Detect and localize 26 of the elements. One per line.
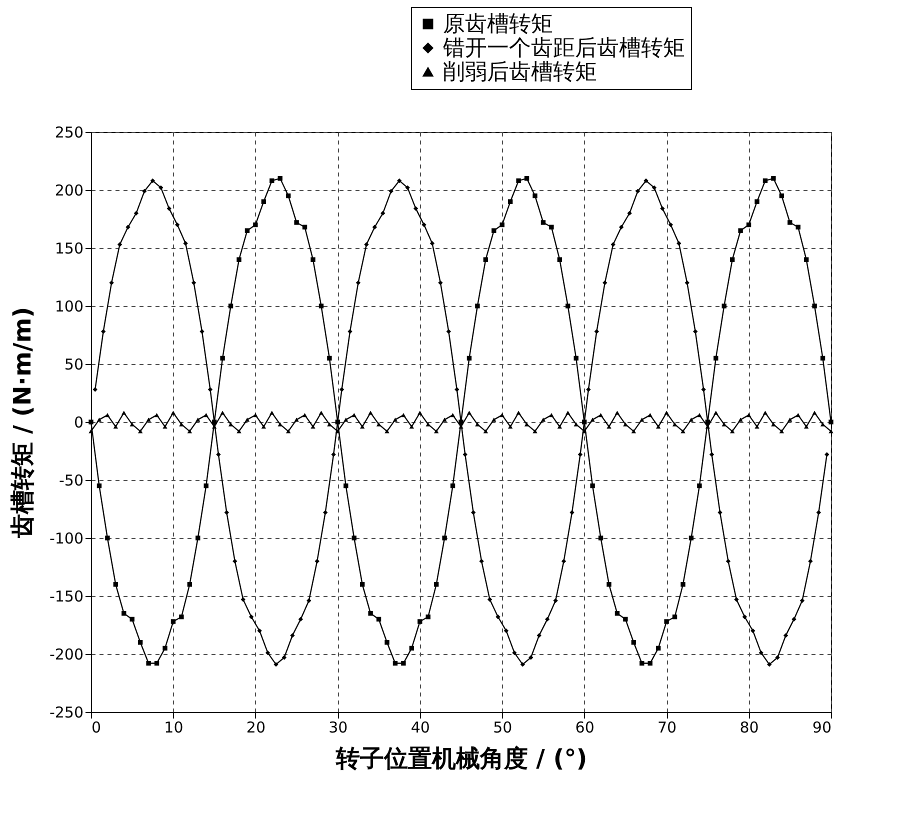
x-tick-label: 20	[246, 718, 266, 736]
x-tick-label: 0	[92, 718, 102, 736]
x-axis-title: 转子位置机械角度 / (°)	[334, 744, 588, 772]
y-tick-label: -50	[59, 472, 84, 490]
legend-label: 错开一个齿距后齿槽转矩	[442, 36, 685, 61]
x-tick-label: 40	[410, 718, 430, 736]
y-tick-label: 0	[74, 414, 84, 432]
y-tick-label: -250	[49, 704, 84, 722]
y-tick-label: 150	[54, 240, 84, 258]
x-tick-label: 70	[658, 718, 677, 736]
x-tick-label: 50	[493, 718, 512, 736]
y-tick-label: 50	[64, 356, 84, 374]
legend-label: 原齿槽转矩	[443, 12, 553, 37]
x-tick-label: 80	[740, 718, 759, 736]
y-tick-label: 100	[54, 298, 84, 316]
y-tick-label: -200	[49, 646, 84, 664]
x-tick-label: 90	[812, 718, 832, 736]
x-tick-label: 60	[575, 718, 594, 736]
y-tick-label: 200	[54, 182, 84, 200]
y-tick-label: 250	[54, 124, 84, 142]
x-tick-label: 10	[164, 718, 184, 736]
x-tick-label: 30	[328, 718, 348, 736]
legend-label: 削弱后齿槽转矩	[443, 60, 597, 85]
y-axis-title: 齿槽转矩 / (N·m/m)	[8, 306, 36, 540]
y-tick-label: -150	[49, 588, 84, 606]
y-tick-label: -100	[49, 530, 84, 548]
